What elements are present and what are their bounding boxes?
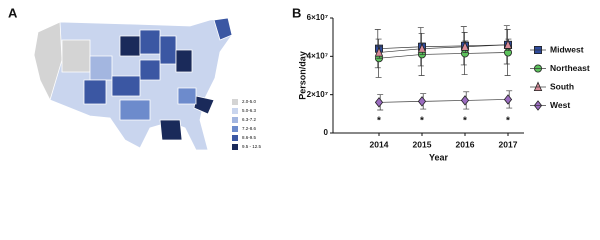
legend-label: 6.3-7.2 bbox=[242, 117, 257, 122]
series-line bbox=[378, 99, 509, 103]
x-tick-label: 2017 bbox=[499, 139, 518, 149]
marker bbox=[374, 97, 384, 108]
x-tick-label: 2014 bbox=[370, 139, 389, 149]
annotation: * bbox=[463, 116, 467, 127]
x-tick-label: 2015 bbox=[413, 139, 432, 149]
legend-swatch bbox=[232, 126, 238, 132]
legend-swatch bbox=[232, 108, 238, 114]
marker bbox=[417, 96, 427, 107]
figure: A B 2.0-5.0 5.0-6.3 6.3-7.2 7.2-8.6 8.6-9.5 9… bbox=[8, 5, 590, 162]
legend-label: 5.0-6.3 bbox=[242, 108, 257, 113]
marker bbox=[503, 39, 513, 49]
y-tick-label: 0 bbox=[324, 128, 329, 137]
legend-marker bbox=[533, 81, 543, 91]
marker bbox=[460, 95, 470, 106]
annotation: * bbox=[506, 116, 510, 127]
us-map bbox=[33, 17, 233, 151]
panel-label: B bbox=[292, 5, 301, 20]
marker bbox=[417, 43, 427, 53]
map-legend: 2.0-5.0 5.0-6.3 6.3-7.2 7.2-8.6 8.6-9.5 9.5 -… bbox=[232, 99, 262, 150]
marker bbox=[374, 46, 384, 57]
x-tick-label: 2016 bbox=[456, 139, 475, 149]
marker bbox=[503, 94, 513, 105]
series-line bbox=[378, 44, 509, 53]
y-tick-label: 6×10⁷ bbox=[307, 13, 328, 22]
marker bbox=[460, 49, 469, 58]
panel-label: A bbox=[8, 5, 18, 20]
legend-label: South bbox=[550, 81, 574, 91]
legend-label: 8.6-9.5 bbox=[242, 135, 257, 140]
series-line bbox=[378, 44, 509, 50]
legend-label: 2.0-5.0 bbox=[242, 99, 257, 104]
legend-label: 9.5 - 12.5 bbox=[242, 144, 262, 149]
legend-label: Midwest bbox=[550, 44, 584, 54]
legend-label: West bbox=[550, 100, 570, 110]
legend-swatch bbox=[232, 99, 238, 105]
chart: 0 2×10⁷ 4×10⁷ 6×10⁷ 2014 2015 2016 2017 Year Pers… bbox=[297, 13, 589, 162]
legend-label: Northeast bbox=[550, 63, 590, 73]
legend-swatch bbox=[232, 117, 238, 123]
y-axis-label: Person/day bbox=[297, 51, 307, 100]
x-axis-label: Year bbox=[429, 152, 449, 162]
legend-swatch bbox=[232, 144, 238, 150]
y-tick-label: 2×10⁷ bbox=[307, 90, 328, 99]
y-tick-label: 4×10⁷ bbox=[307, 51, 328, 60]
annotation: * bbox=[420, 116, 424, 127]
marker bbox=[460, 41, 470, 51]
annotation: * bbox=[377, 116, 381, 127]
legend-swatch bbox=[232, 135, 238, 141]
series-line bbox=[378, 52, 509, 59]
legend-label: 7.2-8.6 bbox=[242, 126, 257, 131]
marker bbox=[503, 48, 512, 57]
